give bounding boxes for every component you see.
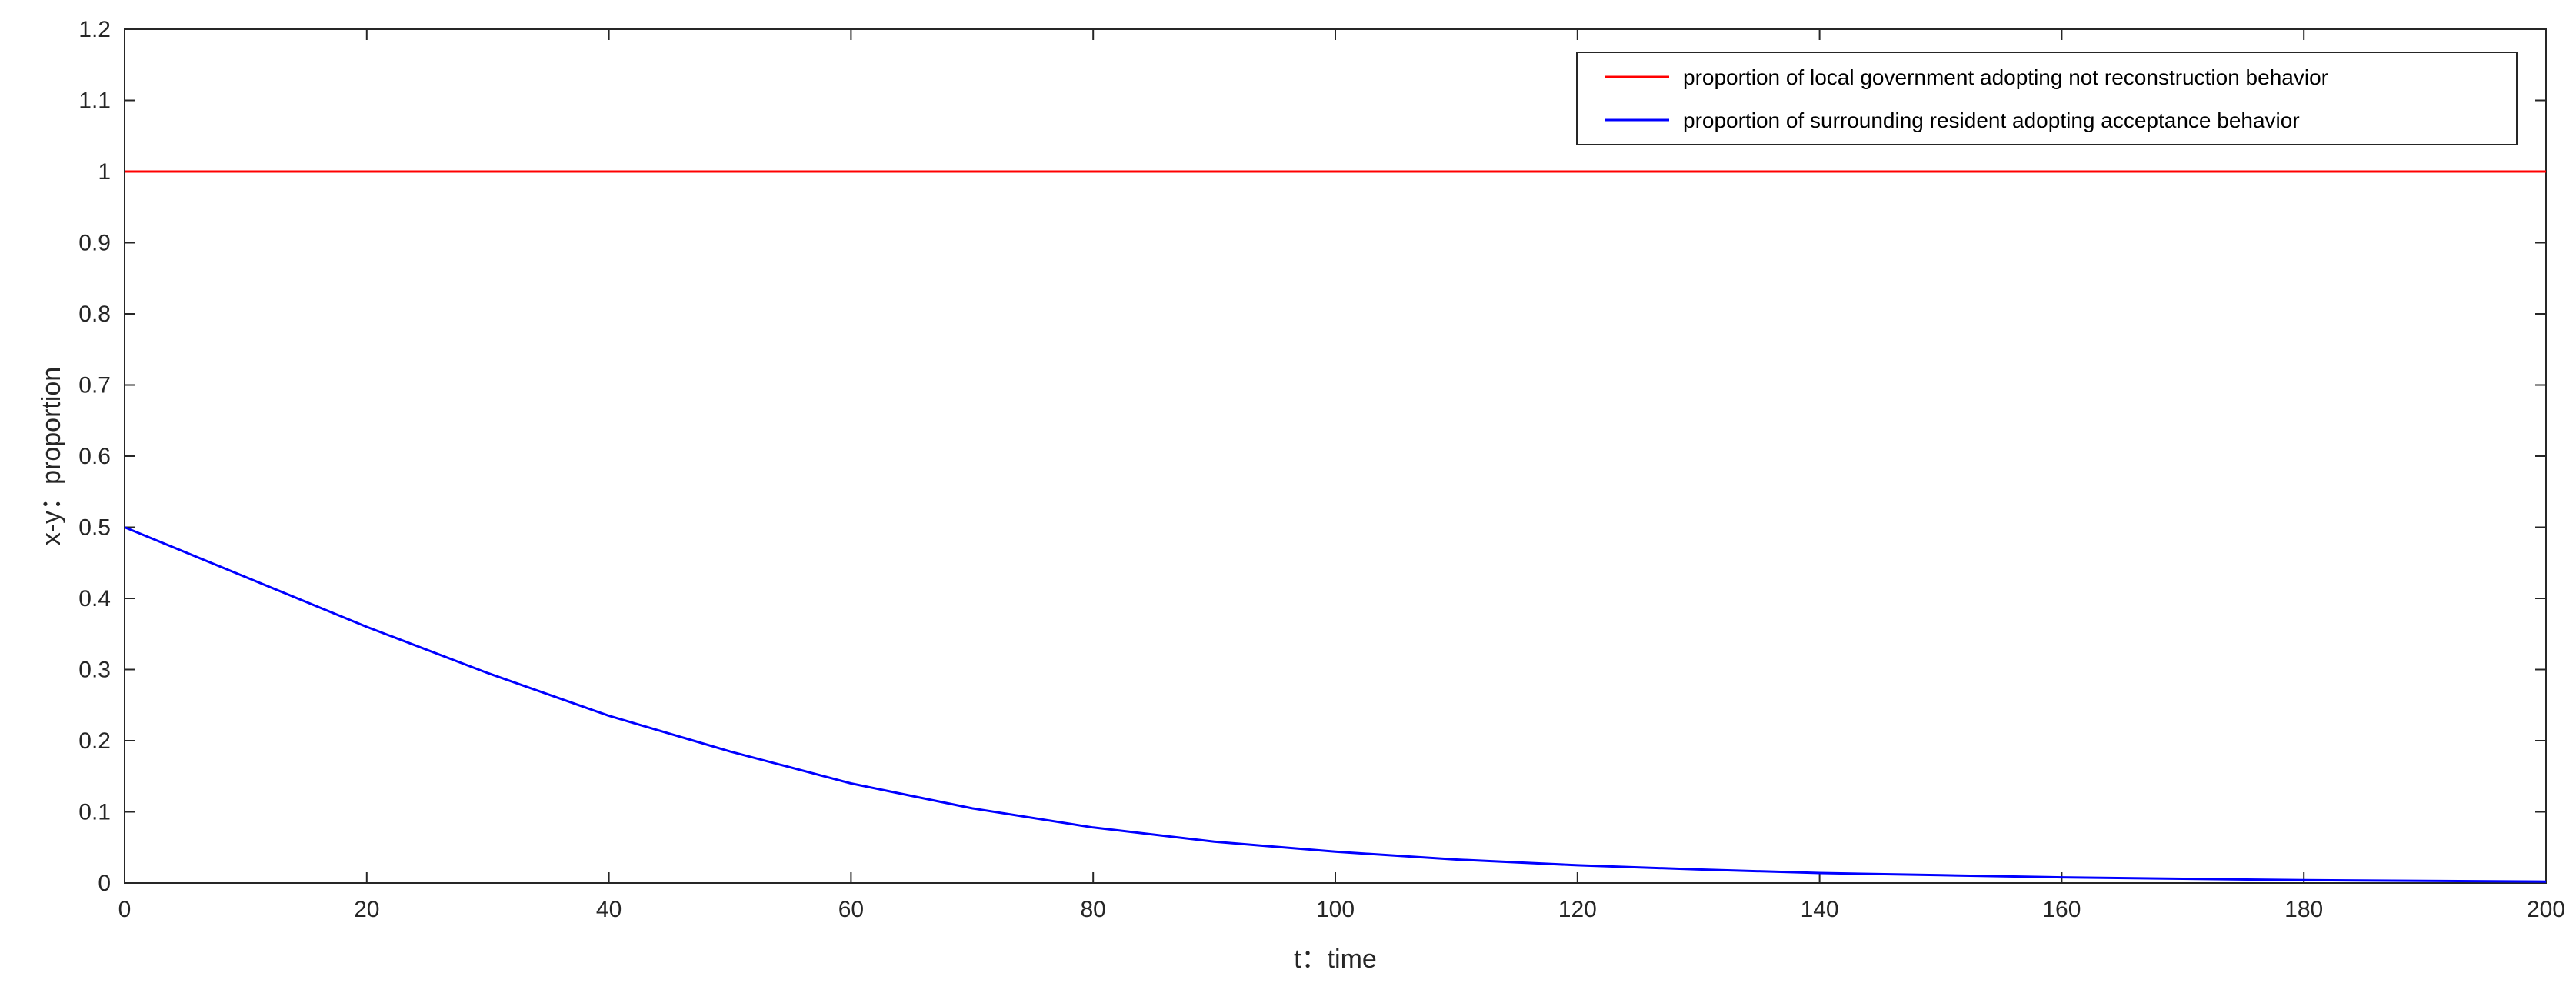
y-tick-label: 0.6 — [78, 444, 111, 469]
y-tick-label: 0.8 — [78, 302, 111, 327]
x-axis: 0 20 40 60 80 100 120 140 160 180 200 — [118, 29, 2565, 922]
x-tick-label: 100 — [1316, 897, 1355, 922]
x-tick-label: 120 — [1558, 897, 1597, 922]
legend-box — [1576, 52, 2518, 145]
x-tick-label: 80 — [1081, 897, 1106, 922]
plot-frame — [124, 28, 2547, 884]
y-tick-label: 1.1 — [78, 88, 111, 114]
series-line-2 — [124, 526, 2547, 883]
y-tick-label: 1.2 — [78, 17, 111, 42]
y-axis: 0 0.1 0.2 0.3 0.4 0.5 0.6 0.7 0.8 0.9 1 1.1 1.2 — [78, 17, 2546, 896]
y-tick-label: 0.2 — [78, 728, 111, 754]
plot-area — [124, 28, 2547, 884]
y-tick-label: 0.1 — [78, 800, 111, 825]
y-axis-label: x-y：proportion — [37, 367, 66, 545]
x-tick-label: 180 — [2284, 897, 2323, 922]
x-axis-label: t：time — [1294, 945, 1377, 974]
y-tick-label: 0.5 — [78, 515, 111, 541]
x-tick-label: 40 — [596, 897, 622, 922]
y-tick-label: 0.7 — [78, 373, 111, 398]
y-tick-label: 1 — [98, 159, 111, 185]
x-tick-label: 20 — [354, 897, 379, 922]
legend-label-2: proportion of surrounding resident adopt… — [1683, 108, 2300, 132]
y-tick-label: 0.4 — [78, 586, 111, 611]
legend: proportion of local government adopting … — [1576, 52, 2518, 145]
series-layer — [124, 170, 2547, 883]
y-tick-label: 0 — [98, 871, 111, 896]
y-tick-label: 0.9 — [78, 231, 111, 256]
x-tick-label: 60 — [838, 897, 864, 922]
x-tick-label: 160 — [2042, 897, 2081, 922]
x-tick-label: 200 — [2527, 897, 2565, 922]
y-tick-label: 0.3 — [78, 658, 111, 683]
x-tick-label: 140 — [1801, 897, 1839, 922]
legend-label-1: proportion of local government adopting … — [1683, 65, 2328, 89]
x-tick-label: 0 — [118, 897, 132, 922]
